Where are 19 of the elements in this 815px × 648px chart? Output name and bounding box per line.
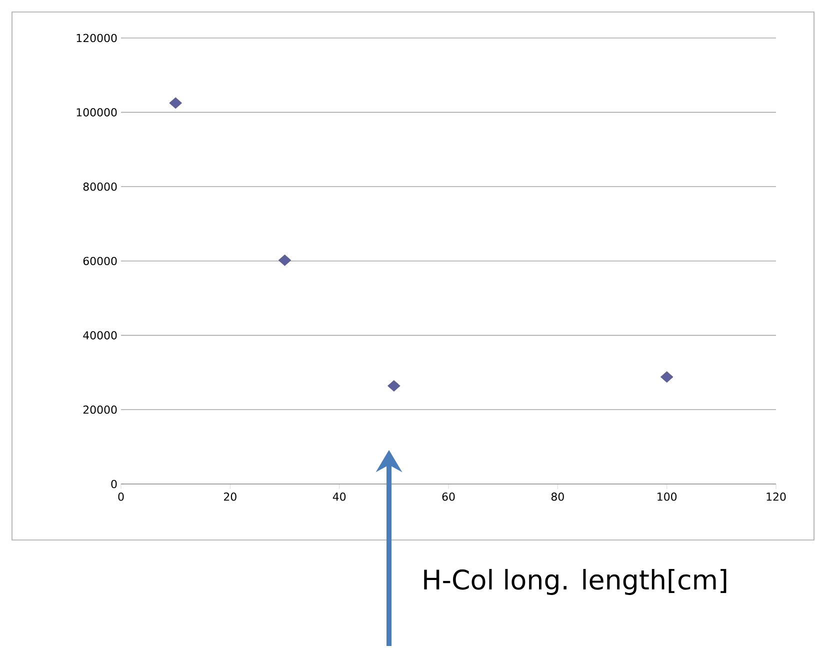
x-tick-label: 0 <box>118 492 124 501</box>
x-tick-label: 20 <box>224 492 236 501</box>
x-tick-label: 120 <box>766 492 786 501</box>
x-tick-label: 60 <box>442 492 455 501</box>
x-tick-label: 100 <box>658 492 677 501</box>
point <box>660 371 674 382</box>
y-tick-label: 80000 <box>83 182 117 191</box>
y-tick-label: 120000 <box>76 34 117 42</box>
y-tick-label: 40000 <box>83 330 117 340</box>
x-tick-label: 40 <box>332 492 346 501</box>
y-tick-label: 60000 <box>83 256 117 265</box>
y-tick-label: 100000 <box>76 108 117 116</box>
point <box>169 97 182 108</box>
point <box>388 380 400 392</box>
x-tick-label: 80 <box>551 492 564 501</box>
y-tick-label: 20000 <box>83 405 117 414</box>
point <box>278 254 292 266</box>
x-axis-title: H-Col long. length[cm] <box>424 568 726 595</box>
y-tick-label: 0 <box>111 480 117 488</box>
